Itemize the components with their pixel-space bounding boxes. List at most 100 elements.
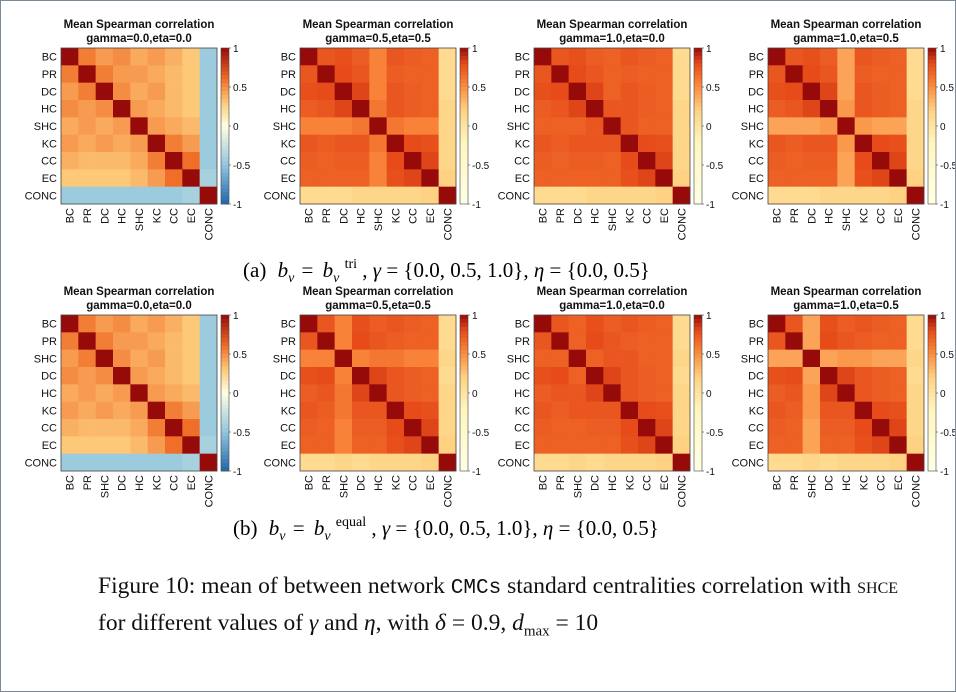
- heatmap-cell: [78, 453, 96, 472]
- heatmap-cell: [78, 384, 96, 402]
- colorbar-segment: [460, 435, 468, 441]
- colorbar-segment: [928, 459, 936, 464]
- heatmap-cell: [906, 315, 925, 333]
- heatmap-cell: [672, 186, 691, 205]
- heatmap-cell: [147, 117, 166, 135]
- heatmap-cell: [78, 349, 96, 368]
- colorbar-segment: [460, 447, 468, 452]
- heatmap-cell: [586, 315, 604, 333]
- heatmap-cell: [95, 419, 114, 437]
- heatmap-cell: [672, 315, 691, 333]
- colorbar-segment: [928, 51, 936, 57]
- heatmap-cell: [568, 315, 587, 333]
- heatmap-cell: [300, 349, 318, 368]
- row-tick-label: EC: [515, 440, 530, 452]
- heatmap-cell: [352, 315, 370, 333]
- heatmap-cell: [421, 453, 439, 472]
- col-tick-label: HC: [824, 208, 836, 224]
- chart-title: Mean Spearman correlation: [771, 19, 922, 31]
- col-tick-label: BC: [538, 208, 550, 223]
- colorbar-segment: [694, 94, 702, 100]
- heatmap-cell: [872, 367, 890, 385]
- heatmap-cell: [820, 453, 838, 472]
- heatmap-cell: [620, 436, 639, 454]
- colorbar-segment: [460, 59, 468, 64]
- heatmap-cell: [802, 367, 821, 385]
- colorbar-segment: [694, 428, 702, 433]
- heatmap-cell: [655, 152, 673, 170]
- heatmap-cell: [872, 315, 890, 333]
- colorbar-tick-label: 1: [233, 311, 239, 322]
- colorbar-tick-label: 0.5: [706, 83, 720, 94]
- heatmap-cell: [182, 186, 200, 205]
- col-tick-label: DC: [824, 475, 836, 491]
- heatmap-cell: [854, 65, 873, 83]
- colorbar-segment: [694, 330, 702, 335]
- heatmap-cell: [889, 82, 907, 101]
- heatmap-cell: [147, 453, 166, 472]
- row-tick-label: DC: [41, 371, 57, 383]
- heatmap-cell: [568, 349, 587, 368]
- colorbar-segment: [694, 200, 702, 205]
- heatmap-cell: [386, 100, 405, 118]
- colorbar-segment: [460, 63, 468, 68]
- heatmap-cell: [586, 401, 604, 420]
- colorbar-segment: [221, 408, 229, 413]
- colorbar-tick-label: -0.5: [233, 428, 251, 439]
- heatmap-cell: [61, 332, 79, 350]
- colorbar-segment: [928, 133, 936, 139]
- chart-title: Mean Spearman correlation: [537, 286, 688, 298]
- heatmap-cell: [672, 349, 691, 368]
- chart-title: Mean Spearman correlation: [64, 19, 215, 31]
- colorbar-segment: [460, 137, 468, 142]
- colorbar-segment: [221, 157, 229, 162]
- colorbar-segment: [221, 334, 229, 339]
- heatmap-cell: [130, 117, 148, 135]
- colorbar-segment: [928, 102, 936, 107]
- col-tick-label: CONC: [442, 208, 454, 240]
- heatmap-cell: [165, 82, 183, 101]
- colorbar-segment: [928, 416, 936, 421]
- heatmap-cell: [820, 401, 838, 420]
- heatmap-cell: [785, 134, 803, 153]
- heatmap-cell: [889, 367, 907, 385]
- colorbar-segment: [928, 322, 936, 328]
- heatmap-cell: [182, 419, 200, 437]
- colorbar-segment: [928, 361, 936, 367]
- colorbar-segment: [928, 326, 936, 331]
- heatmap-cell: [113, 401, 131, 420]
- heatmap-cell: [352, 65, 370, 83]
- colorbar-segment: [221, 373, 229, 378]
- row-tick-label: DC: [748, 371, 764, 383]
- colorbar-segment: [460, 98, 468, 103]
- colorbar-segment: [221, 424, 229, 429]
- colorbar-segment: [928, 334, 936, 339]
- col-tick-label: KC: [624, 208, 636, 223]
- colorbar-segment: [221, 200, 229, 205]
- heatmap-cell: [551, 332, 569, 350]
- heatmap-cell: [551, 134, 569, 153]
- heatmap-cell: [655, 65, 673, 83]
- heatmap-cell: [352, 401, 370, 420]
- heatmap-cell: [386, 117, 405, 135]
- row-tick-label: CONC: [25, 457, 57, 469]
- row-tick-label: SHC: [273, 121, 296, 133]
- colorbar-segment: [928, 443, 936, 448]
- colorbar-segment: [928, 318, 936, 324]
- colorbar-segment: [928, 165, 936, 170]
- heatmap-cell: [568, 367, 587, 385]
- colorbar-segment: [460, 90, 468, 96]
- heatmap-cell: [568, 384, 587, 402]
- heatmap-cell: [386, 367, 405, 385]
- heatmap-cell: [421, 134, 439, 153]
- heatmap-cell: [586, 436, 604, 454]
- heatmap-cell: [352, 186, 370, 205]
- heatmap-cell: [603, 169, 621, 187]
- col-tick-label: PR: [789, 208, 801, 223]
- heatmap-cell: [438, 152, 457, 170]
- colorbar-tick-label: -1: [472, 467, 481, 478]
- colorbar-segment: [221, 404, 229, 409]
- heatmap-panel: Mean Spearman correlation gamma=1.0,eta=0…: [498, 19, 724, 240]
- heatmap-cell: [369, 169, 387, 187]
- row-tick-label: DC: [748, 86, 764, 98]
